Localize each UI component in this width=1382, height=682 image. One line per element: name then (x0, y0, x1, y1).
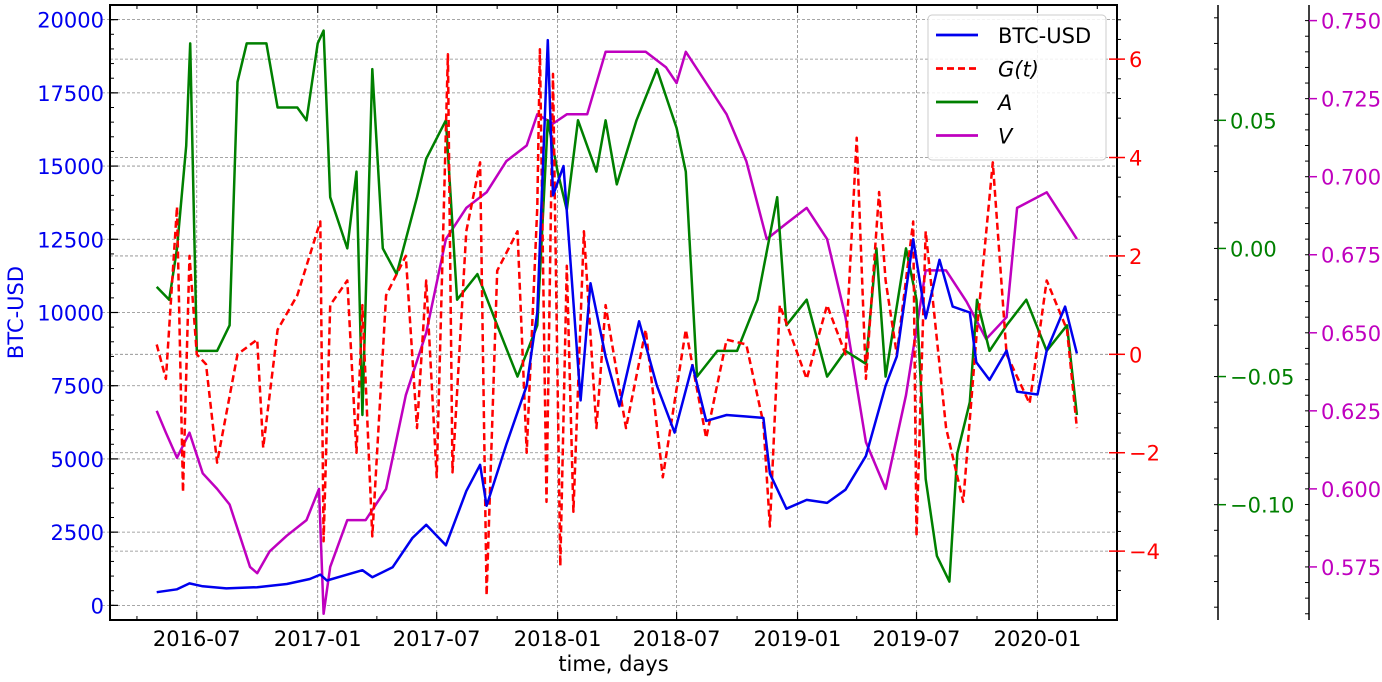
y-tick-label-v: 0.725 (1321, 88, 1381, 112)
y-tick-label-a: −0.05 (1230, 366, 1294, 390)
x-tick-label: 2019-01 (754, 627, 842, 651)
y-tick-label-btc: 2500 (51, 521, 104, 545)
y-tick-label-v: 0.575 (1321, 556, 1381, 580)
x-tick-label: 2017-07 (393, 627, 481, 651)
x-tick-label: 2020-01 (994, 627, 1082, 651)
legend-label-a: A (996, 91, 1012, 115)
y-tick-label-btc: 12500 (37, 228, 104, 252)
y-tick-label-btc: 0 (91, 594, 104, 618)
y-tick-label-a: 0.05 (1230, 109, 1277, 133)
x-tick-label: 2016-07 (153, 627, 241, 651)
y-tick-label-v: 0.600 (1321, 478, 1381, 502)
y-tick-label-g: 4 (1129, 147, 1142, 171)
x-axis-title: time, days (558, 652, 668, 676)
series-line-a (155, 29, 1079, 583)
axes-layer: 2016-07 2017-01 2017-07 2018-01 2018-07 2019-… (37, 4, 1381, 651)
x-tick-label: 2019-07 (873, 627, 961, 651)
y-tick-label-g: 0 (1129, 343, 1142, 367)
legend-label-g: G(t) (998, 58, 1039, 82)
series-layer (155, 29, 1079, 616)
legend-box (927, 14, 1107, 161)
y-tick-label-v: 0.675 (1321, 244, 1381, 268)
y-tick-label-v: 0.650 (1321, 322, 1381, 346)
y-tick-label-g: −4 (1129, 540, 1160, 564)
x-tick-label: 2018-01 (514, 627, 602, 651)
series-line-v (155, 50, 1078, 616)
y-tick-label-g: 2 (1129, 245, 1142, 269)
legend-label-btc: BTC-USD (998, 24, 1091, 48)
legend: BTC-USD G(t) AV (927, 14, 1107, 161)
y-tick-label-g: −2 (1129, 442, 1160, 466)
y-tick-label-v: 0.750 (1321, 10, 1381, 34)
y-tick-label-btc: 20000 (37, 9, 104, 33)
y-tick-label-btc: 5000 (51, 448, 104, 472)
y-tick-label-btc: 10000 (37, 302, 104, 326)
x-tick-label: 2017-01 (274, 627, 362, 651)
series-line-btc (156, 38, 1079, 594)
y-tick-label-a: 0.00 (1230, 237, 1277, 261)
y-tick-label-v: 0.625 (1321, 400, 1381, 424)
y-tick-label-btc: 7500 (51, 375, 104, 399)
x-tick-label: 2018-07 (633, 627, 721, 651)
y-tick-label-g: 6 (1129, 48, 1142, 72)
y-tick-label-a: −0.10 (1230, 494, 1294, 518)
y-tick-label-v: 0.700 (1321, 166, 1381, 190)
y-tick-label-btc: 15000 (37, 155, 104, 179)
y-tick-label-btc: 17500 (37, 82, 104, 106)
y-axis-title: BTC-USD (4, 266, 28, 359)
legend-label-v: V (998, 125, 1014, 149)
